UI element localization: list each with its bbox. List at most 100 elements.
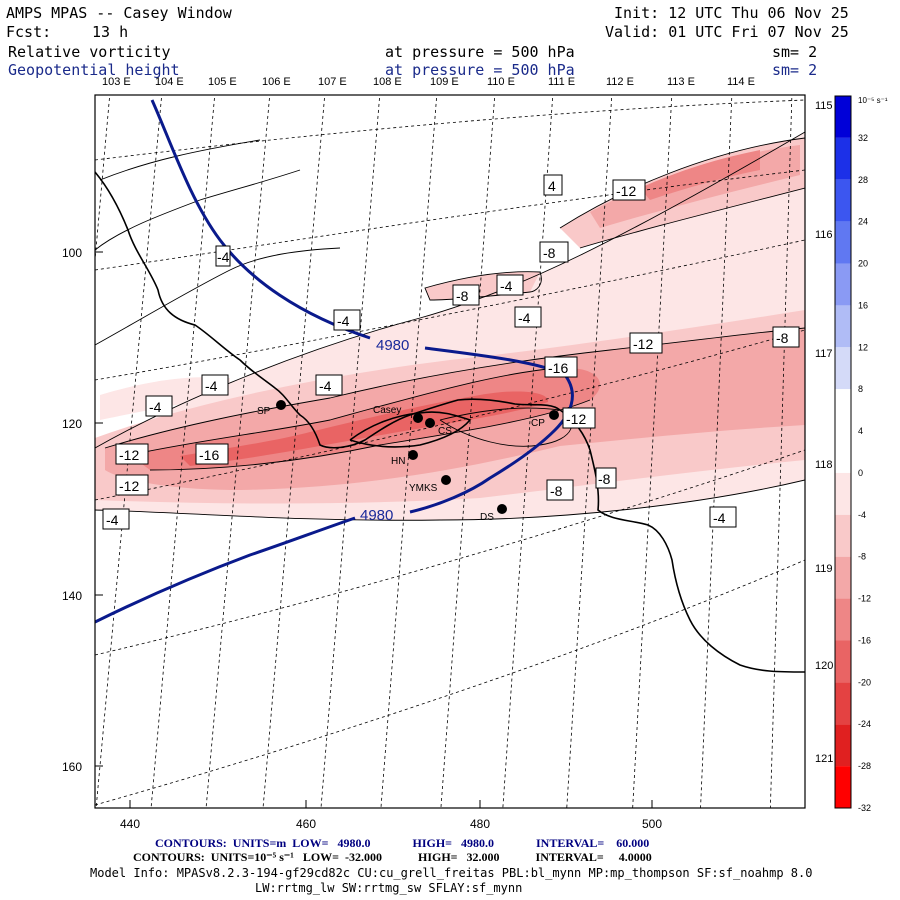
contour-label-box: -4 [709, 506, 737, 528]
contour-label-box: -4 [201, 374, 229, 396]
vorticity-shading [95, 132, 805, 521]
contour-label-box: -12 [115, 443, 149, 465]
footer-vorticity-contours: CONTOURS: UNITS=10⁻⁵ s⁻¹ LOW= -32.000 HI… [133, 850, 652, 864]
svg-text:-4: -4 [713, 510, 726, 526]
colorbar-label: -32 [858, 803, 871, 813]
svg-text:440: 440 [120, 817, 140, 831]
map-frame [94, 94, 806, 809]
colorbar-label: -8 [858, 552, 866, 562]
colorbar-label: 8 [858, 384, 863, 394]
svg-text:-12: -12 [616, 183, 636, 199]
station-label-casey: Casey [373, 405, 401, 416]
contour-label-box: -4 [145, 395, 173, 417]
colorbar-label: 28 [858, 175, 868, 185]
svg-text:500: 500 [642, 817, 662, 831]
lon-label: 114 E [727, 76, 755, 88]
svg-text:-4: -4 [518, 310, 531, 326]
colorbar-swatch [835, 598, 851, 641]
colorbar-swatch [835, 724, 851, 767]
contour-label-box: -16 [544, 356, 578, 378]
contour-label-box: -12 [612, 179, 646, 201]
svg-text:-12: -12 [119, 447, 139, 463]
station-label-cs: CS [438, 426, 452, 437]
colorbar-swatch [835, 556, 851, 599]
field2-level: at pressure = 500 hPa [385, 61, 575, 79]
lon-label: 113 E [667, 76, 695, 88]
contour-label-box: -12 [115, 474, 149, 496]
contour-label-box: -8 [452, 284, 480, 306]
svg-text:-8: -8 [543, 245, 556, 261]
colorbar-swatch [835, 389, 851, 432]
colorbar: 32 28 24 20 16 12 8 4 0 -4 -8 -12 -16 -20 -24 -28 -32 [834, 95, 871, 813]
svg-text:460: 460 [296, 817, 316, 831]
colorbar-unit: 10⁻⁵ s⁻¹ [858, 96, 888, 105]
svg-text:-4: -4 [149, 399, 162, 415]
svg-text:160: 160 [62, 760, 82, 774]
contour-label-box: -12 [562, 407, 596, 429]
colorbar-swatch [835, 682, 851, 725]
colorbar-swatch [835, 179, 851, 222]
field1-name: Relative vorticity [8, 43, 171, 61]
svg-text:100: 100 [62, 246, 82, 260]
colorbar-label: 16 [858, 300, 868, 310]
field2-smoothing: sm= 2 [772, 61, 818, 79]
field1-smoothing: sm= 2 [772, 43, 818, 61]
lon-label: 106 E [262, 76, 291, 88]
contour-label-box: -4 [102, 508, 130, 530]
forecast-label: Fcst: [6, 23, 52, 41]
init-time: Init: 12 UTC Thu 06 Nov 25 [614, 4, 849, 22]
field2-name: Geopotential height [8, 61, 180, 79]
forecast-hour: 13 h [92, 23, 129, 41]
colorbar-swatch [835, 472, 851, 515]
colorbar-label: 24 [858, 217, 868, 227]
lon-label: 109 E [430, 76, 459, 88]
svg-text:-12: -12 [566, 411, 586, 427]
lon-label: 107 E [318, 76, 347, 88]
colorbar-label: -12 [858, 594, 871, 604]
svg-text:-8: -8 [776, 330, 789, 346]
lon-label: 108 E [373, 76, 402, 88]
vorticity-contour-labels: 4 -12 -8 -4 -4 -8 -4 -4 -12 -8 -16 -4 -4… [102, 174, 800, 530]
station-label-cp: CP [531, 418, 545, 429]
colorbar-swatch [835, 221, 851, 264]
coastline [95, 171, 805, 673]
footer-height-contours: CONTOURS: UNITS=m LOW= 4980.0 HIGH= 4980… [155, 836, 650, 850]
y-axis-labels: 100 120 140 160 [62, 246, 82, 774]
colorbar-swatch [835, 137, 851, 180]
contour-label-box: -12 [629, 332, 663, 354]
contour-label-box: -4 [315, 374, 343, 396]
contour-label-box: -4 [215, 245, 231, 267]
contour-label-box: -8 [595, 467, 617, 489]
station-label-ds: DS [480, 512, 494, 523]
axis-ticks [95, 251, 653, 808]
svg-text:-16: -16 [199, 447, 219, 463]
contour-label-box: -8 [772, 326, 800, 348]
lon-label: 103 E [102, 76, 131, 88]
colorbar-frame [834, 95, 852, 809]
footer-model-info: Model Info: MPASv8.2.3-194-gf29cd82c CU:… [90, 866, 813, 880]
colorbar-label: 12 [858, 342, 868, 352]
colorbar-label: -28 [858, 761, 871, 771]
colorbar-label: 20 [858, 259, 868, 269]
svg-text:-4: -4 [106, 512, 119, 528]
meridian-grid [95, 95, 793, 808]
height-label: 4980 [376, 337, 409, 354]
svg-text:-12: -12 [633, 336, 653, 352]
svg-text:-8: -8 [550, 483, 563, 499]
station-labels: SP Casey CS HN YMKS CP DS [257, 405, 545, 523]
svg-text:-4: -4 [217, 249, 230, 265]
x-axis-labels: 440 460 480 500 [120, 817, 662, 831]
contour-label-box: -4 [333, 309, 361, 331]
contour-label-box: -4 [496, 274, 524, 296]
colorbar-swatch [835, 263, 851, 306]
svg-text:4: 4 [548, 178, 556, 194]
contour-label-box: -8 [539, 241, 569, 263]
height-contour-labels: 4980 4980 [360, 337, 409, 524]
colorbar-label: -16 [858, 635, 871, 645]
valid-time: Valid: 01 UTC Fri 07 Nov 25 [605, 23, 849, 41]
geopotential-height-contours [95, 99, 574, 624]
contour-label-box: 4 [543, 174, 563, 196]
colorbar-swatch [835, 640, 851, 683]
colorbar-label: -24 [858, 719, 871, 729]
footer-model-info-2: LW:rrtmg_lw SW:rrtmg_sw SFLAY:sf_mynn [255, 881, 523, 895]
